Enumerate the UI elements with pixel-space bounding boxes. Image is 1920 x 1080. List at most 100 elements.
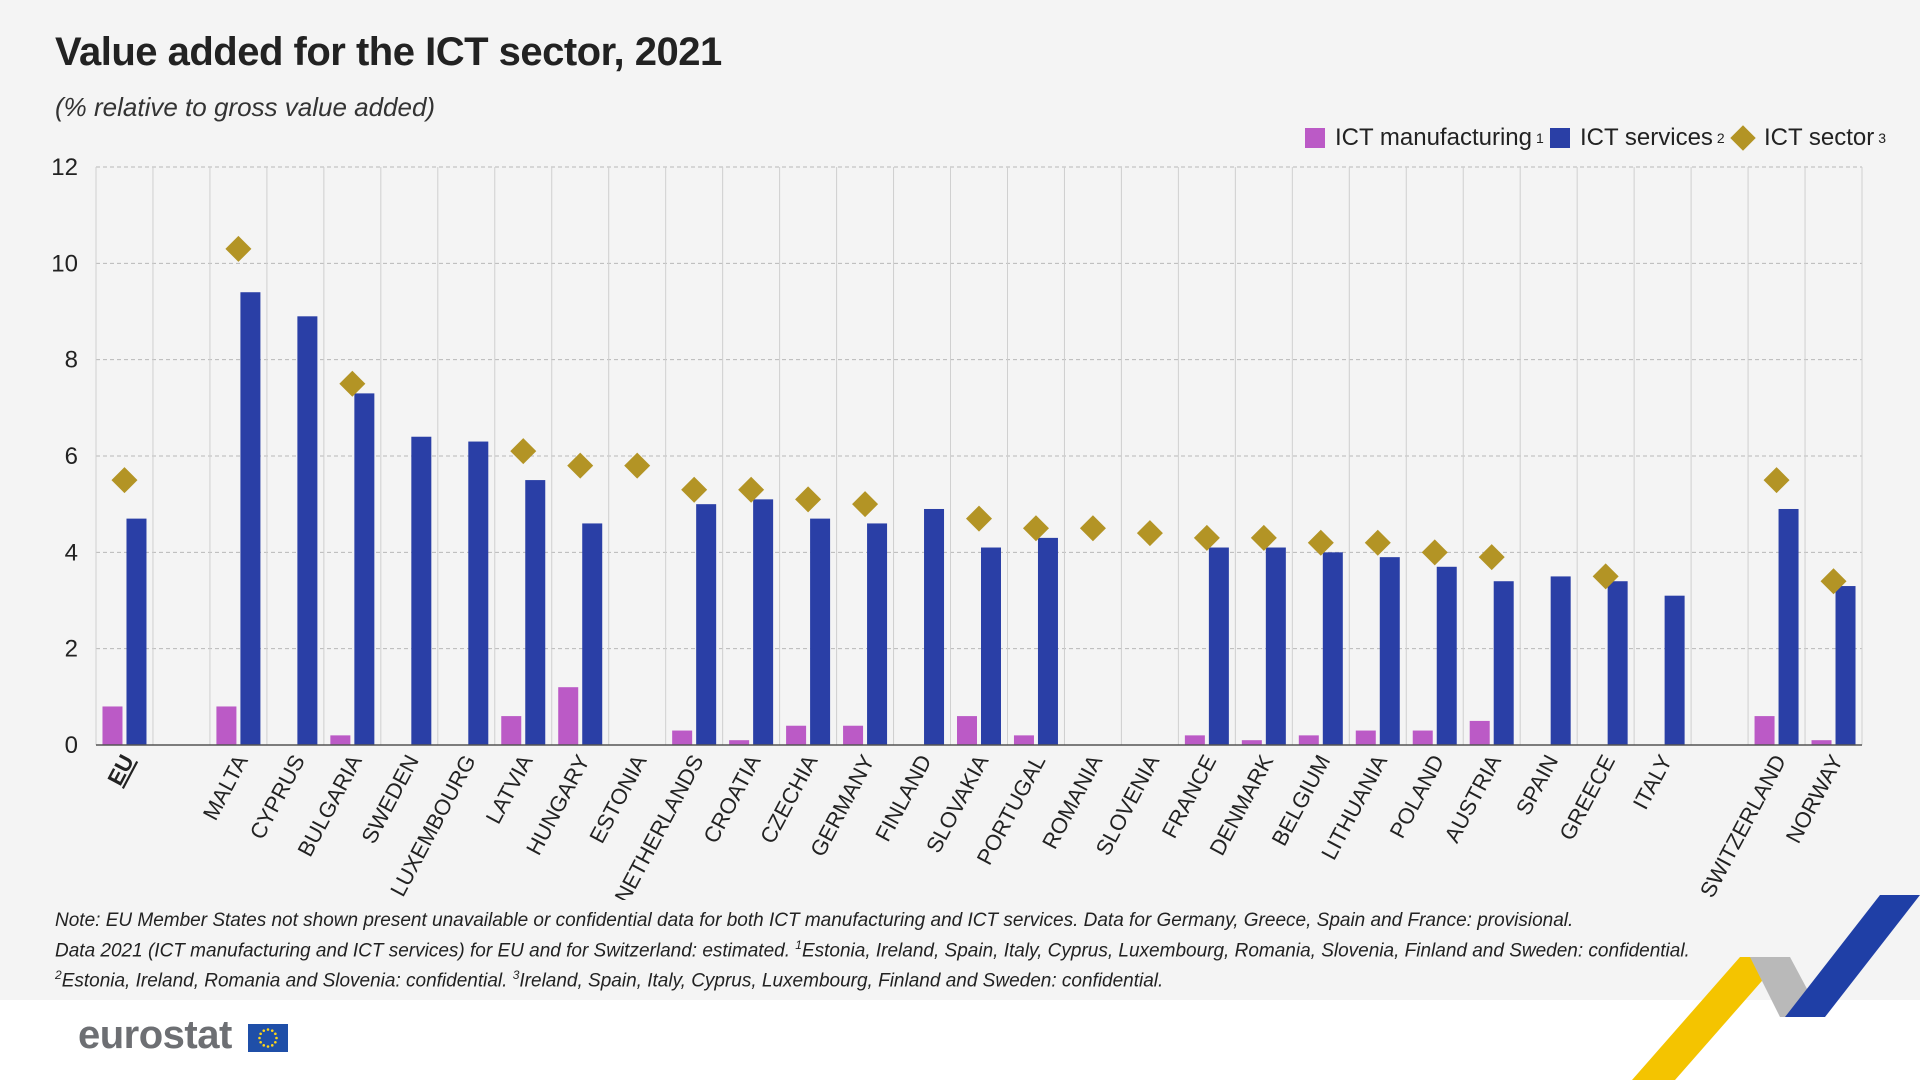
x-tick-label: SPAIN [1511, 751, 1563, 820]
bar-ict-manufacturing [1754, 716, 1775, 745]
x-tick-label: NORWAY [1781, 750, 1848, 847]
marker-ict-sector [1364, 529, 1391, 556]
bar-ict-services [1550, 576, 1571, 745]
bar-ict-services [753, 499, 774, 745]
chart-grid [95, 166, 1863, 745]
bar-ict-services [1208, 547, 1229, 745]
bar-ict-manufacturing [501, 716, 522, 745]
marker-ict-sector [624, 452, 651, 479]
flag-star [274, 1032, 277, 1036]
bar-ict-services [1322, 552, 1343, 745]
bar-ict-manufacturing [330, 735, 351, 745]
bar-ict-services [126, 518, 147, 745]
bar-ict-services [1379, 557, 1400, 745]
bar-ict-services [867, 523, 888, 745]
flag-star [262, 1044, 266, 1047]
bar-ict-services [411, 436, 432, 745]
x-tick-label: FRANCE [1157, 751, 1222, 843]
legend-item-ict-sector: ICT sector 3 [1730, 124, 1887, 152]
legend-label-manufacturing: ICT manufacturing [1335, 124, 1532, 151]
x-tick-label: GREECE [1554, 751, 1620, 845]
footer [0, 1000, 1920, 1080]
marker-ict-sector [1820, 568, 1847, 595]
flag-star [259, 1040, 262, 1044]
bar-ict-services [354, 393, 375, 745]
x-tick-label: EU [102, 751, 138, 790]
bar-ict-services [696, 504, 717, 745]
legend-note-manufacturing: 1 [1535, 130, 1544, 146]
y-tick-label: 4 [65, 539, 78, 566]
x-tick-label: MALTA [198, 750, 253, 824]
chart-bars [102, 292, 1856, 745]
bar-ict-services [297, 316, 318, 745]
decorative-chevron-icon [1632, 895, 1920, 1080]
bar-ict-services [1664, 595, 1685, 745]
flag-star [262, 1029, 266, 1032]
x-tick-label: LATVIA [481, 750, 538, 828]
marker-ict-sector [1022, 515, 1049, 542]
note-sup-2: 2 [55, 968, 62, 983]
bar-ict-manufacturing [1298, 735, 1319, 745]
note-sup-1: 1 [795, 938, 802, 952]
bar-ict-manufacturing [672, 730, 693, 745]
flag-star [270, 1029, 274, 1032]
marker-ict-sector [852, 491, 879, 518]
marker-ict-sector [339, 370, 366, 397]
marker-ict-sector [1136, 520, 1163, 547]
y-tick-label: 12 [51, 154, 78, 181]
eurostat-logo: eurostat [78, 1013, 232, 1057]
flag-star [274, 1040, 277, 1044]
note-line-2-b: Estonia, Ireland, Spain, Italy, Cyprus, … [801, 940, 1690, 962]
bar-ict-services [1037, 537, 1058, 745]
flag-star [266, 1045, 270, 1048]
x-tick-label: SWEDEN [356, 751, 423, 848]
marker-ict-sector [1193, 524, 1220, 551]
bar-ict-services [525, 480, 546, 745]
legend-swatch-manufacturing [1305, 128, 1325, 148]
x-tick-label: POLAND [1385, 751, 1450, 843]
bar-ict-services [1835, 586, 1856, 745]
y-tick-label: 0 [65, 732, 78, 759]
marker-ict-sector [738, 476, 765, 503]
bar-ict-services [1607, 581, 1628, 745]
note-line-1: Note: EU Member States not shown present… [55, 910, 1574, 931]
bar-ict-services [582, 523, 603, 745]
bar-ict-services [240, 292, 261, 745]
note-line-3: 2Estonia, Ireland, Romania and Slovenia:… [55, 963, 1690, 993]
marker-ict-sector [1307, 529, 1334, 556]
y-tick-label: 2 [65, 636, 78, 663]
marker-ict-sector [1592, 563, 1619, 590]
flag-star [275, 1036, 278, 1040]
chart-markers [111, 235, 1847, 595]
note-line-2-a: Data 2021 (ICT manufacturing and ICT ser… [55, 940, 790, 962]
legend-note-sector: 3 [1878, 130, 1887, 146]
legend-note-services: 2 [1716, 130, 1725, 146]
x-tick-label: CROATIA [698, 750, 765, 847]
x-tick-label: AUSTRIA [1439, 750, 1506, 846]
bar-ict-services [924, 508, 945, 745]
legend-swatch-services [1550, 128, 1570, 148]
bar-ict-manufacturing [102, 706, 123, 745]
marker-ict-sector [1478, 544, 1505, 571]
marker-ict-sector [567, 452, 594, 479]
y-tick-label: 6 [65, 443, 78, 470]
flag-star [270, 1044, 274, 1047]
marker-ict-sector [795, 486, 822, 513]
x-tick-label: ESTONIA [584, 750, 651, 847]
bar-ict-services [1493, 581, 1514, 745]
marker-ict-sector [225, 235, 252, 262]
marker-ict-sector [1250, 524, 1277, 551]
bar-ict-services [981, 547, 1001, 745]
y-tick-label: 10 [51, 250, 78, 277]
eu-flag-icon [248, 1024, 288, 1052]
bar-ict-manufacturing [1184, 735, 1205, 745]
x-tick-label: CYPRUS [245, 751, 310, 844]
bar-ict-manufacturing [1013, 735, 1034, 745]
marker-ict-sector [1421, 539, 1448, 566]
marker-ict-sector [1763, 467, 1790, 494]
marker-ict-sector [966, 505, 992, 532]
flag-star [259, 1032, 262, 1036]
marker-ict-sector [111, 467, 138, 494]
